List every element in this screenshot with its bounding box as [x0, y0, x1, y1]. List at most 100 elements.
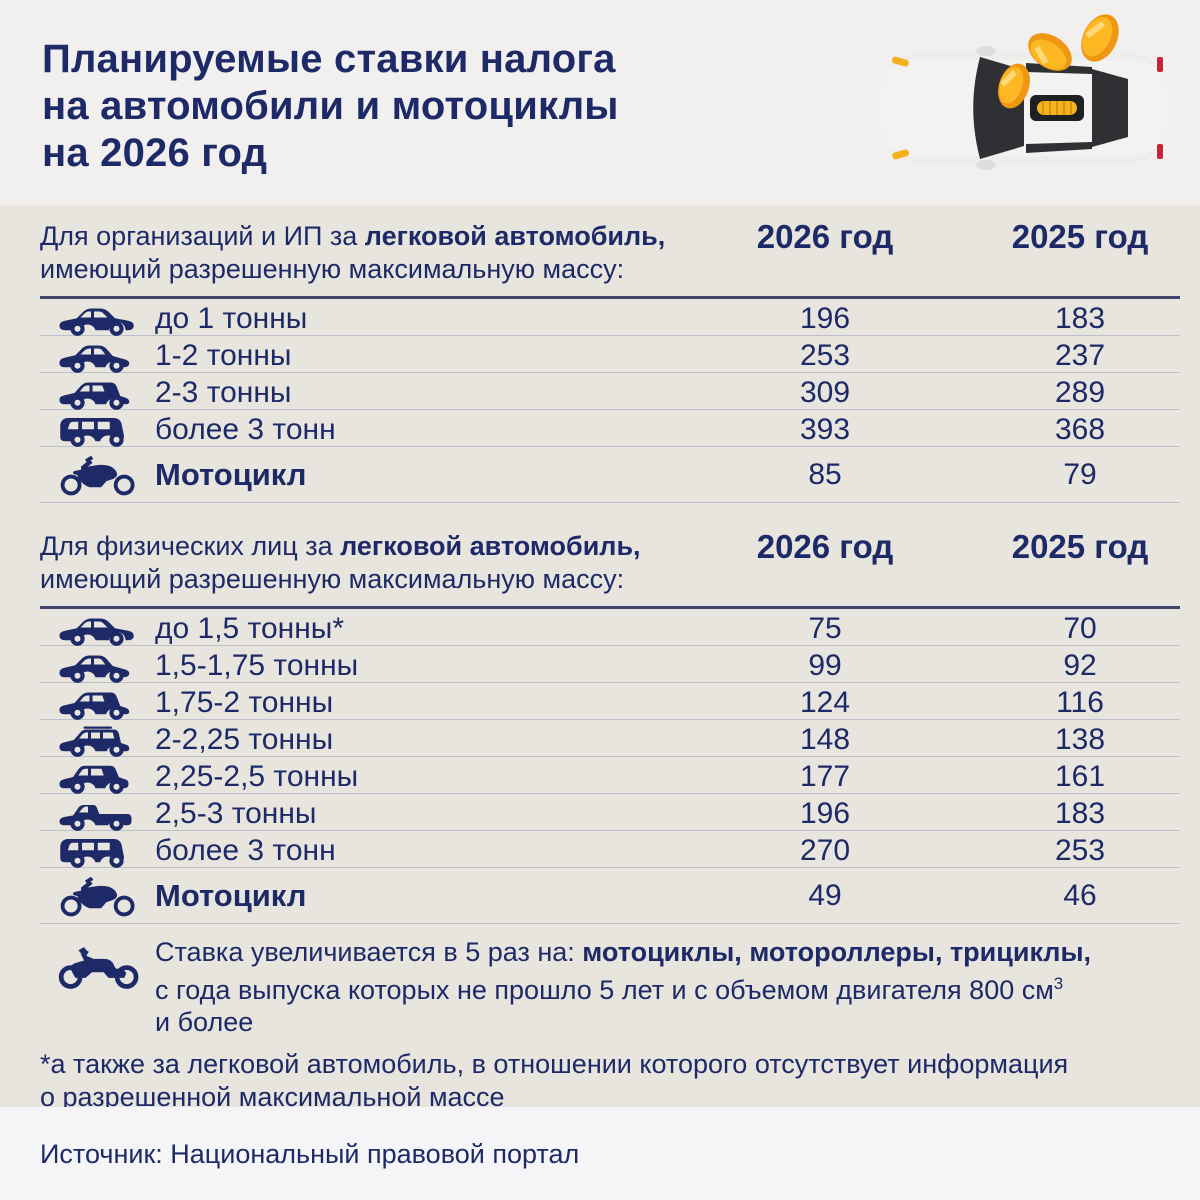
- rate-2026: 253: [799, 339, 851, 372]
- rate-2025: 183: [1054, 797, 1106, 830]
- superscript: 3: [1053, 974, 1064, 993]
- footnote: *а также за легковой автомобиль, в отнош…: [40, 1048, 1080, 1107]
- cruiser-motorcycle-icon: [40, 936, 155, 992]
- caption-bold: легковой автомобиль,: [364, 221, 666, 251]
- rate-2025: 116: [1056, 686, 1104, 719]
- rate-2025: 368: [1054, 413, 1106, 446]
- van-icon: [40, 831, 155, 871]
- title-line-2: на автомобили и мотоциклы: [42, 84, 619, 128]
- row-label: 2,25-2,5 тонны: [155, 760, 359, 793]
- row-label: 2,5-3 тонны: [155, 797, 317, 830]
- rate-2026: 393: [799, 413, 851, 446]
- caption-text: Для организаций и ИП за: [40, 221, 365, 251]
- row-label: 2-3 тонны: [155, 376, 292, 409]
- rate-2026: 75: [808, 612, 842, 645]
- table-header: Для физических лиц за легковой автомобил…: [40, 515, 1180, 609]
- estate-icon: [40, 720, 155, 760]
- rate-2025: 46: [1063, 878, 1097, 912]
- table-row: 2,25-2,5 тонны 177 161: [40, 757, 1180, 794]
- sedan-icon: [40, 299, 155, 339]
- row-label: до 1 тонны: [155, 302, 308, 335]
- row-label: Мотоцикл: [155, 877, 307, 913]
- crossover-icon: [40, 336, 155, 376]
- organizations-table: Для организаций и ИП за легковой автомоб…: [40, 205, 1180, 503]
- rate-2026: 196: [799, 797, 851, 830]
- note-line1: Ставка увеличивается в 5 раз на:: [155, 937, 583, 967]
- rate-2025: 161: [1054, 760, 1106, 793]
- row-label: до 1,5 тонны*: [155, 612, 345, 645]
- rate-2025: 183: [1054, 302, 1106, 335]
- table-header: Для организаций и ИП за легковой автомоб…: [40, 205, 1180, 299]
- table-row: 2-3 тонны 309 289: [40, 373, 1180, 410]
- row-label: 1-2 тонны: [155, 339, 292, 372]
- van-icon: [40, 410, 155, 450]
- car-with-coins-illustration: [864, 0, 1184, 210]
- motorcycle-note: Ставка увеличивается в 5 раз на: мотоцик…: [40, 936, 1180, 1038]
- individuals-table: Для физических лиц за легковой автомобил…: [40, 515, 1180, 924]
- rate-2026: 270: [799, 834, 851, 867]
- caption-bold: легковой автомобиль,: [340, 531, 641, 561]
- table-row: 2,5-3 тонны 196 183: [40, 794, 1180, 831]
- table-row: 1-2 тонны 253 237: [40, 336, 1180, 373]
- rate-2026: 309: [799, 376, 851, 409]
- crossover-icon: [40, 646, 155, 686]
- table-row: более 3 тонн 393 368: [40, 410, 1180, 447]
- rate-2025: 92: [1063, 649, 1097, 682]
- wagon-icon: [40, 683, 155, 723]
- sportbike-icon: [40, 873, 155, 919]
- rate-2026: 99: [808, 649, 842, 682]
- rate-2026: 177: [799, 760, 851, 793]
- table-row: 2-2,25 тонны 148 138: [40, 720, 1180, 757]
- rate-2025: 79: [1063, 457, 1097, 491]
- rate-2026: 124: [799, 686, 851, 719]
- wagon-icon: [40, 373, 155, 413]
- rate-2026: 49: [808, 878, 842, 912]
- page-title: Планируемые ставки налога на автомобили …: [42, 36, 619, 177]
- suv-icon: [40, 757, 155, 797]
- rate-2025: 253: [1054, 834, 1106, 867]
- rate-2026: 196: [799, 302, 851, 335]
- column-header-2026: 2026 год: [756, 528, 894, 565]
- caption-text: Для физических лиц за: [40, 531, 341, 561]
- row-label: 2-2,25 тонны: [155, 723, 334, 756]
- table-row: 1,75-2 тонны 124 116: [40, 683, 1180, 720]
- row-label: 1,5-1,75 тонны: [155, 649, 359, 682]
- column-header-2026: 2026 год: [756, 218, 894, 255]
- rate-2025: 289: [1054, 376, 1106, 409]
- note-text: Ставка увеличивается в 5 раз на: мотоцик…: [155, 936, 1180, 1038]
- row-label: 1,75-2 тонны: [155, 686, 334, 719]
- rate-2026: 85: [808, 457, 842, 491]
- table-row: Мотоцикл 49 46: [40, 868, 1180, 924]
- rate-2025: 237: [1054, 339, 1106, 372]
- title-line-1: Планируемые ставки налога: [42, 37, 616, 81]
- caption-line2: имеющий разрешенную максимальную массу:: [40, 564, 625, 594]
- table-row: до 1 тонны 196 183: [40, 299, 1180, 336]
- table-row: до 1,5 тонны* 75 70: [40, 609, 1180, 646]
- sedan-icon: [40, 609, 155, 649]
- column-header-2025: 2025 год: [1011, 218, 1149, 255]
- sportbike-icon: [40, 452, 155, 498]
- footnote-line2: о разрешенной максимальной массе: [40, 1082, 505, 1107]
- note-line3: и более: [155, 1007, 254, 1037]
- footnote-line1: *а также за легковой автомобиль, в отнош…: [40, 1049, 1069, 1079]
- row-label: Мотоцикл: [155, 456, 307, 492]
- table-caption: Для физических лиц за легковой автомобил…: [40, 530, 725, 596]
- rate-2025: 70: [1063, 612, 1097, 645]
- column-header-2025: 2025 год: [1011, 528, 1149, 565]
- note-line1-bold: мотоциклы, мотороллеры, трициклы,: [582, 937, 1092, 967]
- table-caption: Для организаций и ИП за легковой автомоб…: [40, 220, 725, 286]
- pickup-icon: [40, 794, 155, 834]
- note-line2: с года выпуска которых не прошло 5 лет и…: [155, 974, 1064, 1005]
- title-line-3: на 2026 год: [42, 131, 268, 175]
- rate-2026: 148: [799, 723, 851, 756]
- table-row: 1,5-1,75 тонны 99 92: [40, 646, 1180, 683]
- tables-area: Для организаций и ИП за легковой автомоб…: [0, 205, 1200, 1107]
- footer: Источник: Национальный правовой портал: [0, 1107, 1200, 1200]
- rate-2025: 138: [1054, 723, 1106, 756]
- table-row: Мотоцикл 85 79: [40, 447, 1180, 503]
- header: Планируемые ставки налога на автомобили …: [0, 0, 1200, 205]
- caption-line2: имеющий разрешенную максимальную массу:: [40, 254, 625, 284]
- table-row: более 3 тонн 270 253: [40, 831, 1180, 868]
- source-text: Источник: Национальный правовой портал: [40, 1139, 580, 1169]
